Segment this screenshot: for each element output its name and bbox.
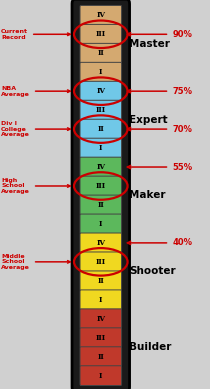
Text: Builder: Builder [129, 342, 172, 352]
Text: IV: IV [96, 87, 105, 95]
FancyBboxPatch shape [80, 138, 122, 158]
Text: II: II [97, 201, 104, 209]
FancyBboxPatch shape [80, 366, 122, 385]
Text: II: II [97, 277, 104, 285]
Text: NBA
Average: NBA Average [1, 86, 70, 96]
Text: Maker: Maker [129, 191, 166, 200]
Text: I: I [99, 144, 102, 152]
FancyBboxPatch shape [80, 195, 122, 215]
Text: 55%: 55% [127, 163, 192, 172]
Text: II: II [97, 353, 104, 361]
Text: 40%: 40% [127, 238, 192, 247]
Text: I: I [99, 68, 102, 76]
Text: Shooter: Shooter [129, 266, 176, 276]
Text: Div I
College
Average: Div I College Average [1, 121, 70, 137]
Text: III: III [96, 182, 106, 190]
Text: III: III [96, 106, 106, 114]
Text: Current
Record: Current Record [1, 29, 70, 40]
Text: 75%: 75% [127, 87, 192, 96]
Text: IV: IV [96, 163, 105, 171]
Text: Master: Master [129, 39, 170, 49]
Text: III: III [96, 258, 106, 266]
FancyBboxPatch shape [80, 157, 122, 177]
Text: I: I [99, 371, 102, 380]
FancyBboxPatch shape [80, 44, 122, 63]
Text: I: I [99, 296, 102, 304]
FancyBboxPatch shape [80, 290, 122, 310]
FancyBboxPatch shape [80, 328, 122, 348]
FancyBboxPatch shape [80, 214, 122, 234]
FancyBboxPatch shape [80, 25, 122, 44]
Text: II: II [97, 49, 104, 57]
FancyBboxPatch shape [72, 0, 130, 389]
FancyBboxPatch shape [80, 233, 122, 253]
FancyBboxPatch shape [80, 81, 122, 101]
Text: II: II [97, 125, 104, 133]
FancyBboxPatch shape [80, 176, 122, 196]
Text: IV: IV [96, 11, 105, 19]
FancyBboxPatch shape [80, 62, 122, 82]
FancyBboxPatch shape [80, 347, 122, 366]
FancyBboxPatch shape [80, 100, 122, 120]
FancyBboxPatch shape [80, 309, 122, 329]
Text: III: III [96, 334, 106, 342]
Text: IV: IV [96, 315, 105, 323]
Text: IV: IV [96, 239, 105, 247]
FancyBboxPatch shape [80, 271, 122, 291]
Text: 90%: 90% [127, 30, 192, 39]
Text: 70%: 70% [127, 124, 192, 133]
FancyBboxPatch shape [80, 119, 122, 139]
Text: High
School
Average: High School Average [1, 178, 70, 194]
Text: I: I [99, 220, 102, 228]
Text: III: III [96, 30, 106, 38]
Text: Expert: Expert [129, 115, 168, 124]
Text: Middle
School
Average: Middle School Average [1, 254, 70, 270]
FancyBboxPatch shape [80, 252, 122, 272]
FancyBboxPatch shape [80, 5, 122, 25]
